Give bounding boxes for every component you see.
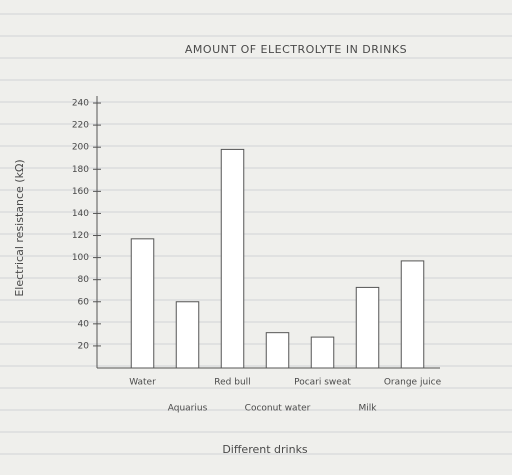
y-tick-label: 200 <box>72 143 89 153</box>
x-tick-label: Milk <box>359 404 378 414</box>
bar <box>265 332 290 369</box>
x-axis-label: Different drinks <box>222 443 308 456</box>
y-tick-label: 180 <box>72 165 89 175</box>
chart-title: AMOUNT OF ELECTROLYTE IN DRINKS <box>185 43 407 56</box>
x-tick-label: Water <box>129 378 156 388</box>
y-tick-label: 40 <box>78 319 90 329</box>
x-tick-label: Pocari sweat <box>294 378 351 388</box>
x-tick-label: Orange juice <box>384 378 442 388</box>
bar <box>310 336 335 369</box>
y-tick-label: 80 <box>78 275 90 285</box>
paper-lines <box>0 13 512 455</box>
bar <box>355 286 380 369</box>
bar <box>400 260 425 369</box>
x-tick-label: Aquarius <box>168 404 208 414</box>
x-tick-label: Coconut water <box>245 404 311 414</box>
y-tick-label: 140 <box>72 209 89 219</box>
y-tick-label: 220 <box>72 121 89 131</box>
bar <box>220 148 245 369</box>
y-tick-label: 240 <box>72 99 89 109</box>
y-tick-label: 160 <box>72 187 89 197</box>
y-tick-label: 120 <box>72 231 89 241</box>
bar <box>130 238 155 369</box>
y-axis-label: Electrical resistance (kΩ) <box>13 159 26 296</box>
y-tick-label: 100 <box>72 253 89 263</box>
bar <box>175 301 200 369</box>
y-tick-label: 60 <box>78 297 90 307</box>
y-tick-label: 20 <box>78 341 90 351</box>
x-tick-label: Red bull <box>214 378 250 388</box>
